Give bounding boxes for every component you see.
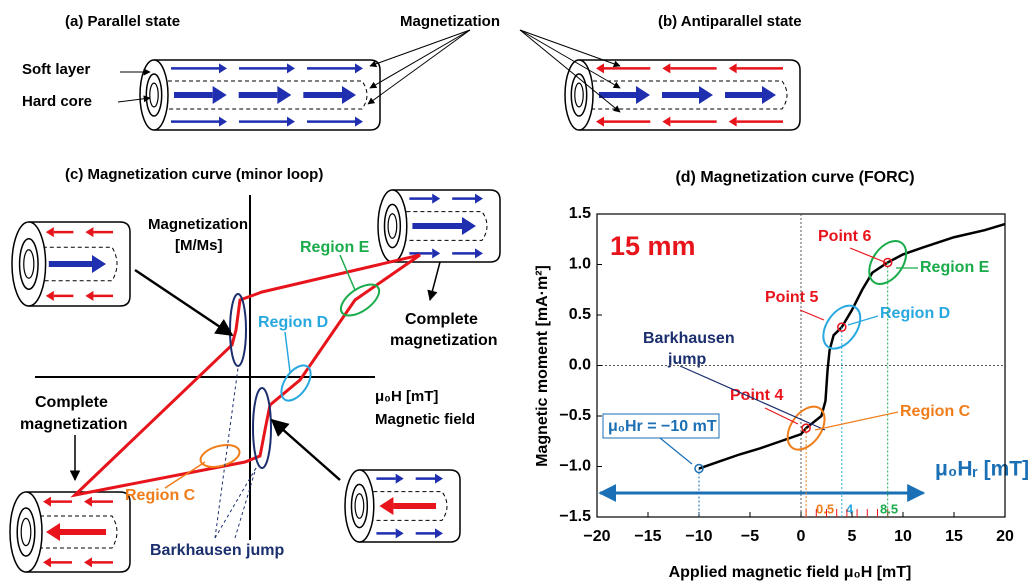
- y-tick-label: 1.0: [569, 256, 591, 273]
- pointer: [215, 368, 238, 538]
- region: [253, 388, 271, 468]
- x-tick-label: 20: [996, 528, 1014, 545]
- annotation: Point 6: [818, 228, 871, 245]
- annotation: Point 5: [765, 289, 818, 306]
- annotation: Region D: [880, 305, 950, 322]
- label: magnetization: [20, 416, 128, 433]
- core-end: [24, 250, 34, 279]
- x-axis-label: Applied magnetic field μ₀H [mT]: [669, 564, 912, 581]
- label: Complete: [405, 311, 478, 328]
- x-tick-label: −20: [583, 528, 610, 545]
- x-tick-label: 0: [797, 528, 806, 545]
- label: Barkhausen jump: [150, 542, 284, 559]
- pointer: [272, 420, 340, 480]
- pointer: [368, 30, 470, 104]
- pointer: [520, 30, 620, 66]
- label: Complete: [35, 394, 108, 411]
- y-tick-label: −1.5: [559, 508, 591, 525]
- annotation: Region C: [900, 403, 971, 420]
- label: Magnetization: [400, 13, 500, 30]
- core-end: [575, 83, 583, 107]
- pointer: [850, 248, 887, 263]
- y-tick-label: −0.5: [559, 407, 591, 424]
- label: magnetization: [390, 332, 498, 349]
- panel-title: (b) Antiparallel state: [658, 13, 802, 30]
- annotation: μ₀Hᵣ [mT]: [935, 458, 1028, 481]
- label: μ₀H [mT]: [375, 388, 438, 405]
- core-end: [388, 214, 397, 238]
- label: [M/Ms]: [175, 237, 223, 254]
- x-tick-label: 10: [894, 528, 912, 545]
- core-end: [355, 494, 364, 518]
- annotation: 8.5: [880, 501, 898, 516]
- core-end: [21, 518, 31, 545]
- pointer: [815, 412, 898, 430]
- y-tick-label: 1.5: [569, 205, 591, 222]
- label: Magnetization: [148, 216, 248, 233]
- annotation: Barkhausen: [643, 330, 735, 347]
- annotation: 15 mm: [610, 231, 696, 261]
- chart-title: (d) Magnetization curve (FORC): [675, 169, 914, 186]
- pointer: [430, 262, 440, 300]
- figure: (a) Parallel state Magnetization (b) Ant…: [0, 0, 1028, 583]
- y-axis-label: Magnetic moment [mA·m²]: [534, 265, 551, 467]
- pointer: [285, 332, 290, 372]
- pointer: [235, 468, 256, 538]
- y-tick-label: −1.0: [559, 458, 591, 475]
- label: Magnetic field: [375, 411, 475, 428]
- y-tick-label: 0.0: [569, 357, 591, 374]
- x-tick-label: −5: [741, 528, 759, 545]
- pointer: [370, 30, 470, 88]
- annotation: 0.5: [816, 501, 834, 516]
- panel-title: (c) Magnetization curve (minor loop): [65, 166, 323, 183]
- pointer: [800, 310, 824, 320]
- x-tick-label: 5: [848, 528, 857, 545]
- pointer: [660, 438, 692, 464]
- x-tick-label: −15: [634, 528, 661, 545]
- panel-title: (a) Parallel state: [65, 13, 180, 30]
- label: Region E: [300, 239, 370, 256]
- pointer: [370, 30, 470, 66]
- label: Region C: [125, 487, 196, 504]
- region: [198, 441, 242, 471]
- x-tick-label: 15: [945, 528, 963, 545]
- y-tick-label: 0.5: [569, 306, 591, 323]
- x-tick-label: −10: [685, 528, 712, 545]
- label: Hard core: [22, 93, 92, 110]
- pointer: [848, 316, 878, 325]
- pointer: [135, 270, 232, 335]
- core-end: [150, 83, 158, 107]
- annotation: Region E: [920, 259, 990, 276]
- annotation: μ₀Hr = −10 mT: [608, 418, 717, 435]
- annotation: Point 4: [730, 387, 783, 404]
- label: Region D: [258, 314, 328, 331]
- label: Soft layer: [22, 61, 91, 78]
